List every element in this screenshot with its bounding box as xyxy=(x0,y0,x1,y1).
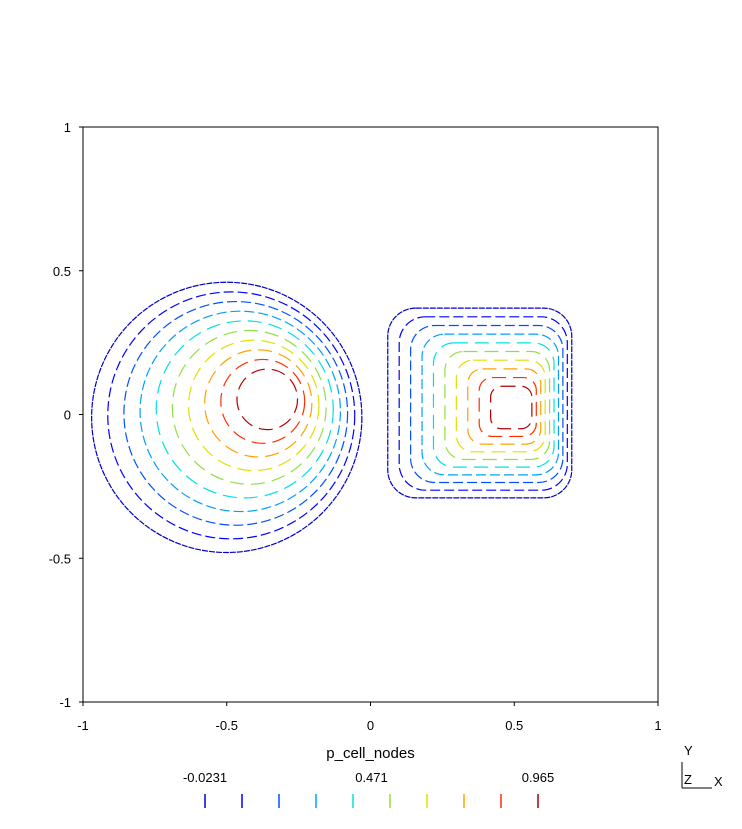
contour-line-right-level-0 xyxy=(387,307,573,499)
contour-line-right-level-4 xyxy=(432,342,555,468)
x-tick-label: 1 xyxy=(654,718,661,733)
contour-line-right-level-8 xyxy=(478,376,537,438)
x-tick-label: -1 xyxy=(77,718,89,733)
legend-title: p_cell_nodes xyxy=(326,745,414,762)
legend-label-0: -0.0231 xyxy=(183,770,227,785)
color-legend: -0.0231 0.471 0.965 xyxy=(183,770,554,808)
contour-line-right-level-6 xyxy=(455,359,546,453)
contour-line-right-level-1 xyxy=(398,316,568,491)
contour-line-right-level-9 xyxy=(490,385,533,430)
y-tick-label: 0 xyxy=(64,408,71,423)
x-tick-label: -0.5 xyxy=(216,718,238,733)
contour-line-left-level-7 xyxy=(204,349,313,458)
contour-line-left-level-2 xyxy=(123,300,349,526)
contour-line-right-level-3 xyxy=(421,333,560,476)
contour-line-left-level-0 xyxy=(91,281,363,554)
contour-line-left-level-4 xyxy=(155,320,334,499)
contour-lines xyxy=(91,281,573,554)
contour-line-left-level-9 xyxy=(236,368,299,431)
y-tick-label: 0.5 xyxy=(53,264,71,279)
contour-line-left-level-3 xyxy=(139,310,342,513)
contour-line-left-level-1 xyxy=(107,291,356,540)
contour-line-right-level-5 xyxy=(444,350,551,461)
legend-label-1: 0.471 xyxy=(355,770,388,785)
triad-z-label: Z xyxy=(684,772,692,787)
contour-line-left-level-6 xyxy=(187,339,320,472)
y-tick-label: -0.5 xyxy=(49,551,71,566)
triad-y-label: Y xyxy=(684,743,693,758)
y-tick-label: 1 xyxy=(64,120,71,135)
x-tick-label: 0 xyxy=(367,718,374,733)
contour-line-left-level-8 xyxy=(220,358,306,444)
axis-ticks: -1 -0.5 0 0.5 1 1 0.5 0 -0.5 -1 xyxy=(49,120,662,733)
contour-line-left-level-5 xyxy=(171,329,327,485)
legend-label-2: 0.965 xyxy=(522,770,555,785)
y-tick-label: -1 xyxy=(59,695,71,710)
contour-line-right-level-7 xyxy=(467,368,542,445)
triad-x-label: X xyxy=(714,774,723,789)
x-tick-label: 0.5 xyxy=(505,718,523,733)
contour-line-right-level-2 xyxy=(410,324,564,484)
axes-triad: Y Z X xyxy=(681,743,723,789)
